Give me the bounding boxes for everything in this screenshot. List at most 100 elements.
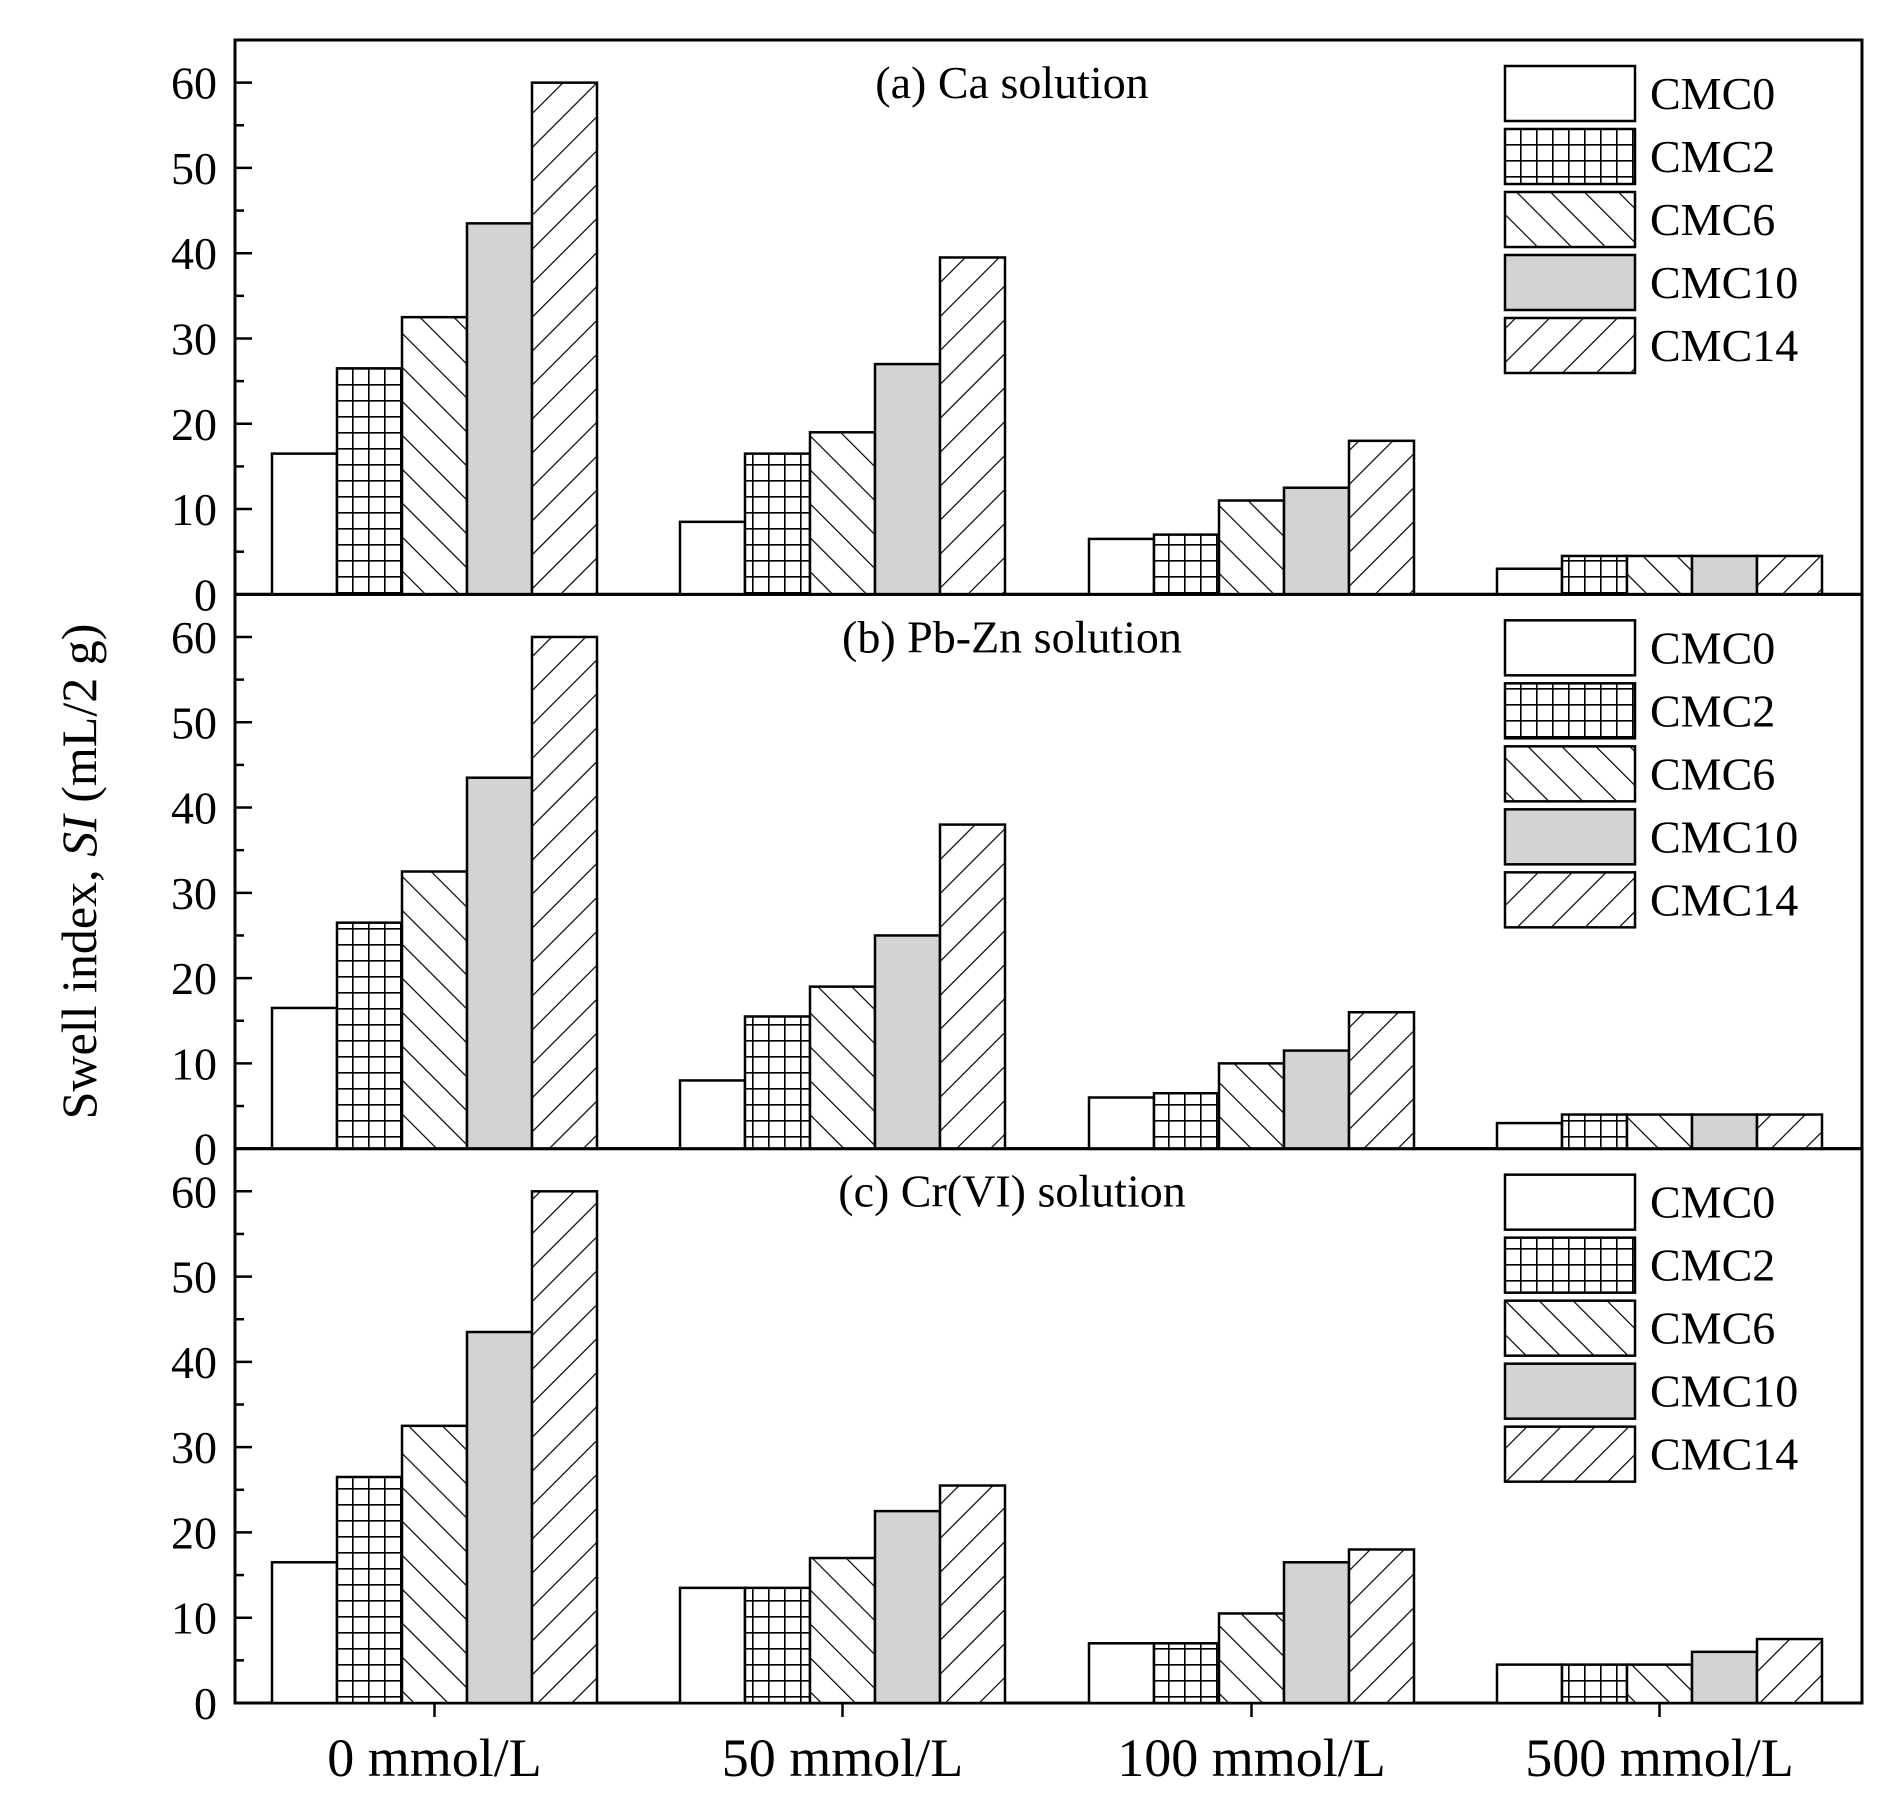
legend-label: CMC6 bbox=[1650, 194, 1775, 245]
legend-label: CMC0 bbox=[1650, 622, 1775, 673]
y-tick-label: 0 bbox=[194, 569, 217, 620]
y-tick-label: 60 bbox=[171, 612, 217, 663]
bar-cmc2-4 bbox=[1560, 1113, 1629, 1150]
panel-title: (a) Ca solution bbox=[875, 57, 1148, 108]
legend-swatch-cmc14 bbox=[1503, 1425, 1637, 1483]
legend-swatch-cmc10 bbox=[1503, 1362, 1637, 1420]
y-tick-label: 60 bbox=[171, 1166, 217, 1217]
legend-label: CMC10 bbox=[1650, 811, 1798, 862]
bar-cmc0-1 bbox=[270, 1561, 339, 1705]
bar-cmc14-4 bbox=[1755, 554, 1824, 596]
chart-root: 0 10 20 30 40 50 60 (a) Ca solution CMC0 CMC2 CMC6… bbox=[51, 38, 1864, 1788]
bar-cmc0-1 bbox=[270, 452, 339, 596]
legend-swatch-cmc0 bbox=[1503, 64, 1637, 123]
x-tick-label: 500 mmol/L bbox=[1525, 1728, 1794, 1788]
bar-cmc2-2 bbox=[743, 1586, 812, 1705]
bar-cmc0-2 bbox=[678, 1586, 747, 1705]
bar-cmc2-2 bbox=[743, 452, 812, 596]
y-tick-label: 50 bbox=[171, 1252, 217, 1303]
bar-cmc6-3 bbox=[1217, 1062, 1286, 1150]
y-tick-label: 10 bbox=[171, 1593, 217, 1644]
legend-label: CMC2 bbox=[1650, 131, 1775, 182]
legend-swatch-cmc6 bbox=[1503, 745, 1637, 803]
bar-cmc6-3 bbox=[1217, 499, 1286, 596]
bar-cmc6-1 bbox=[400, 1424, 469, 1705]
legend-swatch-cmc0 bbox=[1503, 1173, 1637, 1231]
bar-cmc10-1 bbox=[465, 776, 534, 1150]
legend-swatch-cmc6 bbox=[1503, 190, 1637, 249]
bar-cmc14-4 bbox=[1755, 1113, 1824, 1150]
legend-swatch-cmc10 bbox=[1503, 808, 1637, 866]
legend: CMC0 CMC2 CMC6 CMC10 CMC14 bbox=[1503, 619, 1798, 929]
bar-cmc0-3 bbox=[1087, 537, 1156, 596]
y-tick-label: 40 bbox=[171, 1337, 217, 1388]
legend-label: CMC2 bbox=[1650, 1240, 1775, 1291]
y-tick-label: 0 bbox=[194, 1678, 217, 1729]
bar-cmc6-2 bbox=[808, 985, 877, 1150]
bar-cmc10-2 bbox=[873, 362, 942, 596]
y-tick-label: 50 bbox=[171, 697, 217, 748]
bar-cmc14-3 bbox=[1347, 1010, 1416, 1150]
bar-cmc2-1 bbox=[335, 921, 404, 1150]
bar-cmc6-4 bbox=[1625, 554, 1694, 596]
bar-cmc0-4 bbox=[1495, 567, 1564, 596]
legend-swatch-cmc14 bbox=[1503, 316, 1637, 375]
panel-title: (b) Pb-Zn solution bbox=[842, 611, 1182, 662]
bar-cmc10-4 bbox=[1690, 1113, 1759, 1150]
bar-cmc0-3 bbox=[1087, 1642, 1156, 1705]
bar-cmc2-1 bbox=[335, 1475, 404, 1705]
legend-label: CMC6 bbox=[1650, 748, 1775, 799]
y-axis-title-symbol: SI bbox=[51, 813, 107, 857]
bar-cmc10-4 bbox=[1690, 554, 1759, 596]
bar-cmc14-4 bbox=[1755, 1637, 1824, 1705]
legend-label: CMC6 bbox=[1650, 1303, 1775, 1354]
y-tick-label: 50 bbox=[171, 143, 217, 194]
legend-swatch-cmc14 bbox=[1503, 871, 1637, 929]
x-tick-label: 100 mmol/L bbox=[1117, 1728, 1386, 1788]
y-tick-label: 20 bbox=[171, 953, 217, 1004]
legend-swatch-cmc0 bbox=[1503, 619, 1637, 677]
bar-cmc14-1 bbox=[530, 81, 599, 596]
y-tick-label: 30 bbox=[171, 313, 217, 364]
bar-cmc6-1 bbox=[400, 315, 469, 596]
bar-cmc0-2 bbox=[678, 1079, 747, 1150]
bar-cmc2-2 bbox=[743, 1015, 812, 1150]
bar-cmc10-1 bbox=[465, 222, 534, 596]
panel-3: 0 10 20 30 40 50 60 (c) Cr(VI) solution CMC0 CMC2… bbox=[171, 1147, 1864, 1729]
bar-cmc6-3 bbox=[1217, 1612, 1286, 1705]
bar-cmc14-3 bbox=[1347, 1548, 1416, 1705]
y-tick-label: 30 bbox=[171, 868, 217, 919]
legend-label: CMC0 bbox=[1650, 1177, 1775, 1228]
bar-cmc10-1 bbox=[465, 1330, 534, 1705]
bar-cmc2-3 bbox=[1152, 533, 1221, 596]
legend-swatch-cmc6 bbox=[1503, 1299, 1637, 1357]
bar-cmc14-2 bbox=[938, 256, 1007, 596]
bar-cmc10-4 bbox=[1690, 1650, 1759, 1705]
y-axis-title-unit: (mL/2 g) bbox=[51, 624, 107, 816]
bar-cmc2-4 bbox=[1560, 554, 1629, 596]
bar-cmc10-2 bbox=[873, 934, 942, 1150]
bar-cmc6-2 bbox=[808, 431, 877, 596]
y-tick-label: 40 bbox=[171, 783, 217, 834]
bar-cmc0-4 bbox=[1495, 1121, 1564, 1150]
bar-cmc6-4 bbox=[1625, 1663, 1694, 1705]
bar-cmc6-2 bbox=[808, 1556, 877, 1705]
bar-cmc10-3 bbox=[1282, 1049, 1351, 1150]
bar-cmc2-3 bbox=[1152, 1642, 1221, 1705]
y-tick-label: 60 bbox=[171, 58, 217, 109]
legend-label: CMC14 bbox=[1650, 320, 1798, 371]
bar-cmc14-1 bbox=[530, 635, 599, 1150]
legend-label: CMC2 bbox=[1650, 685, 1775, 736]
x-tick-label: 0 mmol/L bbox=[327, 1728, 542, 1788]
bar-cmc0-2 bbox=[678, 520, 747, 596]
y-tick-label: 20 bbox=[171, 1507, 217, 1558]
y-tick-label: 40 bbox=[171, 228, 217, 279]
bar-cmc0-4 bbox=[1495, 1663, 1564, 1705]
legend: CMC0 CMC2 CMC6 CMC10 CMC14 bbox=[1503, 1173, 1798, 1483]
bar-cmc2-1 bbox=[335, 367, 404, 596]
bar-cmc14-3 bbox=[1347, 439, 1416, 596]
legend-label: CMC14 bbox=[1650, 874, 1798, 925]
legend-label: CMC0 bbox=[1650, 68, 1775, 119]
